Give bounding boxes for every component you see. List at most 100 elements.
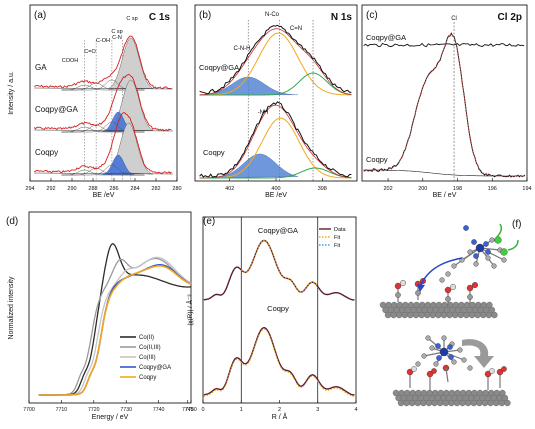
panel-d-legend-label: Co(III) <box>139 355 156 361</box>
panel-d-label: (d) <box>6 216 18 227</box>
panel-e-label: (e) <box>203 216 215 227</box>
panel-b-tick-label: 398 <box>318 186 327 192</box>
nitrogen-atom <box>483 241 489 247</box>
release-arrow <box>495 223 503 239</box>
panel-a-baseline <box>34 172 173 175</box>
panel-a-baseline <box>34 129 173 132</box>
ligand-atom <box>445 271 451 277</box>
oxygen-atom <box>406 368 414 376</box>
panel-d-tick-label: 7749 <box>182 407 194 413</box>
panel-c-title: Cl 2p <box>498 12 522 23</box>
panel-e-data-top <box>203 239 355 301</box>
panel-a-peak-label: C-N <box>112 35 122 41</box>
panel-a-data-trace <box>34 35 172 90</box>
ligand-atom <box>421 353 427 359</box>
panel-d-tick-label: 7710 <box>56 407 68 413</box>
panel-d-tick-label: 7730 <box>120 407 132 413</box>
panel-e-ylabel: |χ(R)| / Å⁻³ <box>185 294 194 326</box>
graphene-atom <box>452 311 459 319</box>
panel-e-tick-label: 4 <box>354 407 357 413</box>
panel-d-tick-label: 7700 <box>23 407 35 413</box>
panel-b-envelope <box>199 104 352 179</box>
panel-d-series-line <box>38 265 192 396</box>
ligand-atom <box>451 263 457 269</box>
panel-b-component <box>199 72 352 96</box>
panel-e-legend-label: Fit <box>334 243 341 249</box>
panel-c-tick-label: 196 <box>488 186 497 192</box>
graphene-atom <box>499 389 506 397</box>
graphene-atom <box>457 311 464 319</box>
panel-c-peak-label: Cl <box>451 16 457 22</box>
panel-b-title: N 1s <box>331 12 353 23</box>
oxygen-atom <box>484 370 492 378</box>
ligand-atom <box>441 335 447 341</box>
graphene-atom <box>412 311 420 319</box>
graphene-atom <box>440 311 448 319</box>
graphene-atom <box>476 399 483 407</box>
graphene-atom <box>401 311 408 319</box>
panel-b-xlabel: BE /eV <box>265 192 287 199</box>
nitrogen-atom <box>471 239 477 245</box>
graphene-atom <box>486 301 493 309</box>
graphene-atom <box>446 311 453 319</box>
panel-b-series-name: Coqpy@GA <box>199 63 239 72</box>
panel-a-label: (a) <box>34 10 46 21</box>
graphene-atom <box>409 399 416 407</box>
panel-d-ylabel: Normalized intensity <box>8 276 15 340</box>
panel-a-peak-label: C sp <box>126 16 137 22</box>
graphene-atom <box>480 311 487 319</box>
nitrogen-atom <box>473 253 479 259</box>
oxygen-atom <box>394 282 402 290</box>
group-atom <box>400 280 407 287</box>
panel-b-component <box>199 167 352 179</box>
panel-d-legend-label: Coqpy <box>139 375 156 381</box>
release-arrow <box>507 239 519 251</box>
graphene-atom <box>504 399 511 407</box>
panel-c-tick-label: 200 <box>418 186 427 192</box>
panel-d-frame <box>28 211 192 404</box>
ligand-atom <box>425 335 431 341</box>
graphene-atom <box>420 399 427 407</box>
graphene-atom <box>424 311 431 319</box>
panel-b-component <box>199 32 352 96</box>
panel-a-tick-label: 288 <box>88 186 97 192</box>
graphene-atom <box>465 399 472 407</box>
panel-a-tick-label: 292 <box>46 186 55 192</box>
graphene-atom <box>453 399 461 407</box>
panel-b-data-trace <box>199 24 352 95</box>
ligand-atom <box>439 277 445 283</box>
graphene-atom <box>491 311 498 319</box>
graphene-atom <box>468 311 476 319</box>
panel-f-label: (f) <box>512 219 521 230</box>
panel-b-tick-label: 400 <box>271 186 280 192</box>
carbon-atom <box>445 296 451 302</box>
panel-b-component <box>199 117 352 179</box>
nitrogen-atom <box>463 225 469 231</box>
graphene-atom <box>435 311 442 319</box>
panel-b-series-name: Coqpy <box>203 148 225 157</box>
ligand-atom <box>467 249 473 255</box>
carbon-atom <box>395 292 401 298</box>
panel-e: (e) |χ(R)| / Å⁻³ 0 1 2 3 4 R / Å Coqpy@GA Coqpy Da… <box>185 216 358 421</box>
oxygen-atom <box>496 368 504 376</box>
chlorine-atom <box>494 236 502 244</box>
graphene-atom <box>498 399 505 407</box>
panel-c-tick-label: 194 <box>522 186 531 192</box>
panel-c-xlabel: BE / eV <box>433 192 457 199</box>
panel-d-series-line <box>38 256 192 396</box>
oxygen-atom <box>426 370 434 378</box>
panel-d-legend-label: Coqpy@GA <box>139 365 171 371</box>
panel-e-tick-label: 0 <box>201 407 204 413</box>
chlorine-atom <box>500 248 508 256</box>
oxygen-atom <box>444 286 452 294</box>
cobalt-atom <box>439 347 449 357</box>
panel-e-tick-label: 3 <box>316 407 319 413</box>
panel-a-data-trace <box>33 73 172 132</box>
graphene-atom <box>493 399 500 407</box>
ligand-atom <box>489 237 495 243</box>
panel-a-tick-label: 294 <box>25 186 34 192</box>
graphene-atom <box>448 399 455 407</box>
panel-b-peak-label: N-Co <box>265 12 280 18</box>
